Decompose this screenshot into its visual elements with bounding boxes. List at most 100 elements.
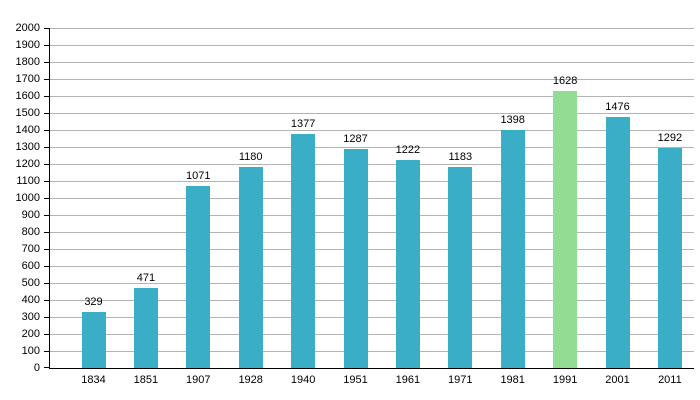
- gridline: [50, 28, 694, 29]
- x-axis-tick-label: 2001: [605, 374, 630, 386]
- y-axis-tick: [44, 28, 49, 29]
- y-axis-tick-label: 400: [21, 293, 40, 306]
- gridline: [50, 181, 694, 182]
- y-axis-tick-label: 1400: [15, 123, 40, 136]
- gridline: [50, 45, 694, 46]
- bar-value-label: 1180: [238, 151, 263, 164]
- gridline: [50, 300, 694, 301]
- y-axis-tick-label: 500: [21, 276, 40, 289]
- gridline: [50, 351, 694, 352]
- bar-value-label: 329: [84, 296, 103, 309]
- bar-value-label: 1476: [605, 101, 630, 114]
- y-axis-tick-label: 0: [33, 361, 40, 374]
- x-axis-tick-label: 1834: [81, 374, 106, 386]
- gridline: [50, 232, 694, 233]
- y-axis-tick: [44, 215, 49, 216]
- gridline: [50, 62, 694, 63]
- bar-value-label: 1222: [395, 144, 421, 157]
- bar-1951: [343, 149, 368, 368]
- bar-1940: [291, 133, 316, 368]
- y-axis-tick: [44, 45, 49, 46]
- y-axis-tick: [44, 266, 49, 267]
- bar-2011: [657, 148, 682, 368]
- bar-1928: [238, 167, 263, 368]
- x-axis-tick-label: 1907: [186, 374, 211, 386]
- y-axis-tick-label: 2000: [15, 21, 40, 34]
- gridline: [50, 198, 694, 199]
- y-axis-tick-label: 800: [21, 225, 40, 238]
- bar-1851: [133, 287, 158, 368]
- y-axis-tick-label: 300: [21, 310, 40, 323]
- y-axis-tick: [44, 113, 49, 114]
- y-axis-tick: [44, 283, 49, 284]
- bar-1981: [500, 130, 525, 368]
- gridline: [50, 215, 694, 216]
- bar-value-label: 471: [136, 271, 156, 284]
- y-axis-tick: [44, 300, 49, 301]
- y-axis-tick-label: 1900: [15, 38, 40, 51]
- y-axis-tick: [44, 232, 49, 233]
- y-axis-tick-label: 900: [21, 208, 40, 221]
- y-axis-tick-label: 1000: [15, 191, 40, 204]
- y-axis-tick: [44, 317, 49, 318]
- x-axis-tick-label: 1991: [552, 374, 578, 386]
- y-axis-tick: [44, 79, 49, 80]
- bar-value-label: 1377: [290, 117, 316, 130]
- bar-2001: [605, 117, 630, 368]
- y-axis-tick: [44, 181, 49, 182]
- gridline: [50, 96, 694, 97]
- x-axis-tick-label: 1981: [500, 374, 525, 386]
- y-axis-tick-label: 1600: [15, 89, 40, 102]
- y-axis-tick-label: 600: [21, 259, 40, 272]
- y-axis-tick-label: 1800: [15, 55, 40, 68]
- x-axis-tick-label: 1961: [395, 374, 421, 386]
- y-axis-tick-label: 1100: [16, 174, 40, 187]
- gridline: [50, 79, 694, 80]
- gridline: [50, 147, 694, 148]
- bar-value-label: 1628: [552, 75, 578, 88]
- gridline: [50, 334, 694, 335]
- x-axis-tick-label: 1951: [343, 374, 368, 386]
- gridline: [50, 249, 694, 250]
- y-axis-tick-label: 1500: [15, 106, 40, 119]
- y-axis-tick: [44, 351, 49, 352]
- y-axis-tick-label: 1300: [15, 140, 40, 153]
- y-axis-tick: [44, 334, 49, 335]
- y-axis-tick-label: 1700: [15, 72, 40, 85]
- bar-value-label: 1398: [500, 114, 525, 127]
- bar-value-label: 1071: [186, 169, 211, 182]
- x-axis-tick-label: 1971: [448, 374, 473, 386]
- gridline: [50, 164, 694, 165]
- x-axis-tick-label: 1851: [133, 374, 159, 386]
- bar-value-label: 1183: [448, 150, 473, 163]
- bar-1971: [448, 166, 473, 368]
- y-axis-tick-label: 1200: [15, 157, 40, 170]
- bar-1907: [186, 185, 211, 368]
- y-axis-tick: [44, 249, 49, 250]
- gridline: [50, 266, 694, 267]
- x-axis-tick-label: 2011: [658, 374, 682, 386]
- y-axis-tick-label: 700: [21, 242, 40, 255]
- gridline: [50, 283, 694, 284]
- x-axis-tick-label: 1928: [238, 374, 263, 386]
- y-axis-tick: [44, 96, 49, 97]
- bar-value-label: 1287: [343, 133, 368, 146]
- y-axis-tick: [44, 164, 49, 165]
- x-axis-tick-label: 1940: [290, 374, 316, 386]
- y-axis-tick: [44, 147, 49, 148]
- plot-area: 0 100 200 300 400 500 600 700 800 900 1000 1100 1200…: [16, 22, 694, 386]
- bar-value-label: 1292: [657, 132, 683, 145]
- y-axis-tick: [44, 62, 49, 63]
- gridline: [50, 317, 694, 318]
- y-axis-tick: [44, 367, 49, 368]
- gridline: [50, 130, 694, 131]
- y-axis-tick: [44, 130, 49, 131]
- bar-1961: [395, 160, 420, 368]
- bar-1834: [81, 312, 106, 368]
- y-axis-tick: [44, 198, 49, 199]
- y-axis-tick-label: 200: [21, 327, 40, 340]
- bar-1991: [553, 91, 578, 368]
- y-axis-tick-label: 100: [21, 344, 40, 357]
- gridline: [50, 113, 694, 114]
